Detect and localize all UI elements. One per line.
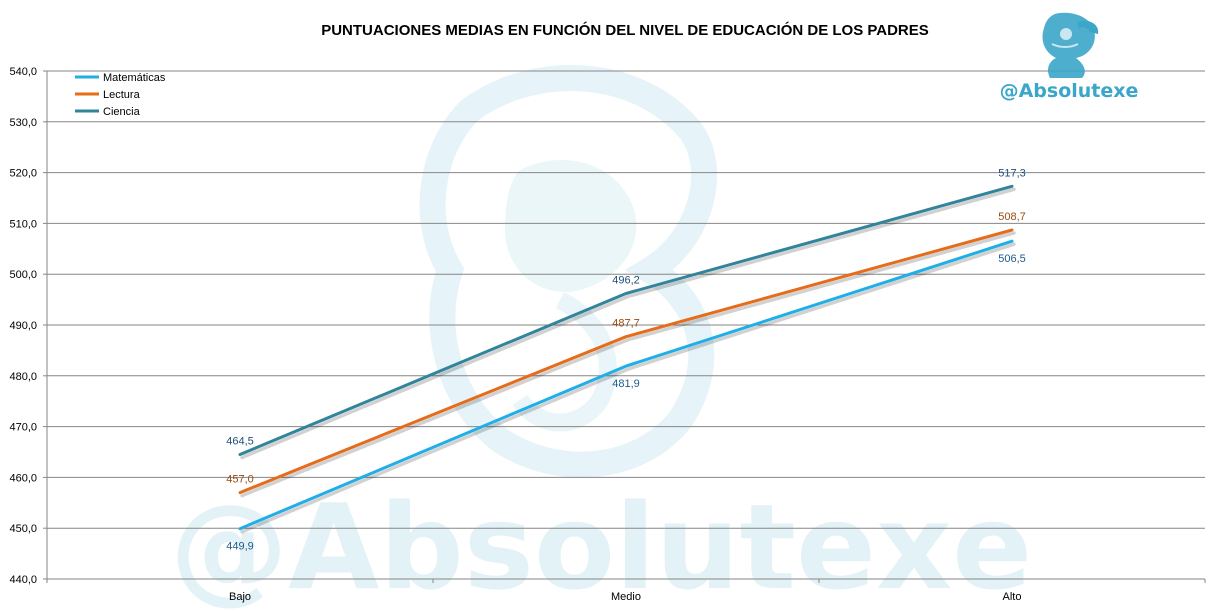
x-tick-label: Bajo xyxy=(229,591,251,603)
series-line-shadow xyxy=(240,187,1016,460)
series-line-shadow xyxy=(240,242,1016,534)
axes xyxy=(46,71,1206,583)
y-tick-label: 490,0 xyxy=(9,320,37,332)
legend-label: Ciencia xyxy=(103,106,141,118)
y-tick-label: 510,0 xyxy=(9,218,37,230)
y-tick-label: 540,0 xyxy=(9,66,37,78)
y-tick-label: 440,0 xyxy=(9,574,37,586)
x-tick-label: Alto xyxy=(1003,591,1022,603)
y-tick-label: 520,0 xyxy=(9,168,37,180)
brand-handle: @Absolutexe xyxy=(1000,80,1139,102)
x-tick-label: Medio xyxy=(611,591,641,603)
legend-label: Matemáticas xyxy=(103,72,166,84)
legend: Matemáticas Lectura Ciencia xyxy=(75,72,166,118)
y-tick-label: 500,0 xyxy=(9,269,37,281)
legend-label: Lectura xyxy=(103,89,141,101)
y-tick-label: 450,0 xyxy=(9,523,37,535)
data-labels: 449,9 481,9 506,5 457,0 487,7 508,7 464,5 496,2… xyxy=(226,167,1026,552)
series-line-matemáticas xyxy=(238,239,1014,531)
data-label: 496,2 xyxy=(612,275,640,287)
y-tick-label: 480,0 xyxy=(9,371,37,383)
watermark: @Absolutexe xyxy=(170,65,1032,611)
data-label: 517,3 xyxy=(998,167,1026,179)
data-label: 506,5 xyxy=(998,253,1026,265)
watermark-text: @Absolutexe xyxy=(170,478,1032,611)
series-line-ciencia xyxy=(238,184,1014,456)
data-label: 487,7 xyxy=(612,318,640,330)
y-tick-label: 460,0 xyxy=(9,472,37,484)
chart-title: PUNTUACIONES MEDIAS EN FUNCIÓN DEL NIVEL… xyxy=(321,21,929,39)
data-label: 449,9 xyxy=(226,541,254,553)
data-label: 481,9 xyxy=(612,378,640,390)
griffin-watermark-icon xyxy=(419,65,717,478)
data-label: 508,7 xyxy=(998,211,1026,223)
series-lines xyxy=(238,184,1016,534)
data-label: 464,5 xyxy=(226,436,254,448)
y-axis-tick-labels: 440,0 450,0 460,0 470,0 480,0 490,0 500,0 510,0… xyxy=(9,66,37,586)
y-tick-label: 470,0 xyxy=(9,422,37,434)
y-tick-label: 530,0 xyxy=(9,117,37,129)
data-label: 457,0 xyxy=(226,474,254,486)
series-line-shadow xyxy=(240,231,1016,498)
griffin-logo-icon xyxy=(1042,12,1099,78)
x-axis-tick-labels: Bajo Medio Alto xyxy=(229,591,1022,603)
series-line-lectura xyxy=(238,228,1014,495)
